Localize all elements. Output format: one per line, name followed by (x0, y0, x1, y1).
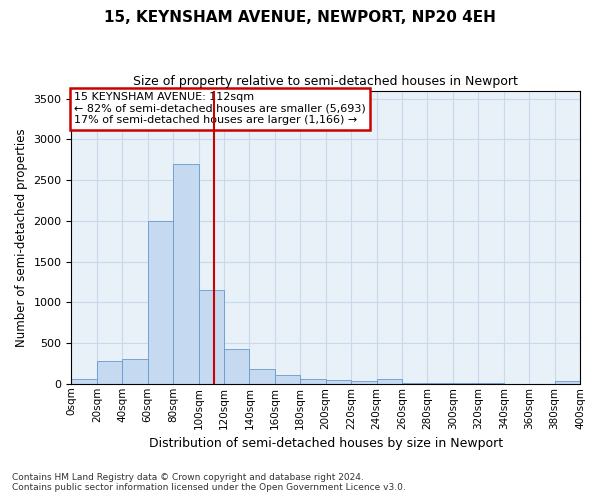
Bar (250, 369, 275, 384)
Bar (199, 290, 224, 384)
Y-axis label: Number of semi-detached properties: Number of semi-detached properties (15, 128, 28, 346)
Bar (377, 380, 402, 384)
Bar (224, 349, 250, 384)
Bar (173, 164, 199, 384)
Text: 15 KEYNSHAM AVENUE: 112sqm
← 82% of semi-detached houses are smaller (5,693)
17%: 15 KEYNSHAM AVENUE: 112sqm ← 82% of semi… (74, 92, 365, 125)
Bar (402, 383, 427, 384)
Bar (275, 375, 300, 384)
Bar (71, 379, 97, 384)
Bar (97, 361, 122, 384)
Bar (351, 380, 377, 384)
Bar (122, 360, 148, 384)
Bar (554, 382, 580, 384)
Bar (427, 383, 453, 384)
Bar (300, 379, 326, 384)
Bar (148, 221, 173, 384)
X-axis label: Distribution of semi-detached houses by size in Newport: Distribution of semi-detached houses by … (149, 437, 503, 450)
Bar (326, 380, 351, 384)
Title: Size of property relative to semi-detached houses in Newport: Size of property relative to semi-detach… (133, 75, 518, 88)
Text: Contains HM Land Registry data © Crown copyright and database right 2024.
Contai: Contains HM Land Registry data © Crown c… (12, 473, 406, 492)
Bar (453, 383, 478, 384)
Text: 15, KEYNSHAM AVENUE, NEWPORT, NP20 4EH: 15, KEYNSHAM AVENUE, NEWPORT, NP20 4EH (104, 10, 496, 25)
